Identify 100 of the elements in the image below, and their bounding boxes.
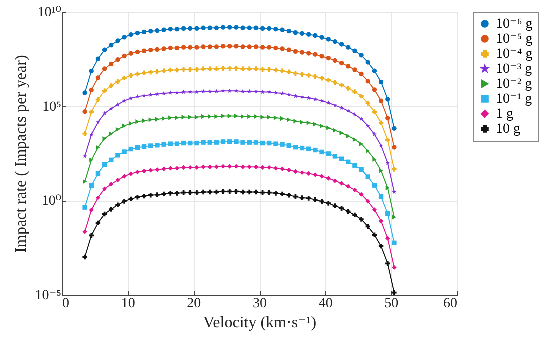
point — [181, 45, 186, 50]
point — [122, 199, 127, 204]
point — [194, 165, 200, 170]
point — [220, 25, 226, 30]
point — [300, 196, 305, 200]
point — [168, 142, 173, 146]
point — [326, 78, 331, 83]
point — [386, 160, 390, 165]
point — [82, 254, 88, 260]
point — [274, 90, 278, 95]
point — [201, 140, 206, 145]
point — [346, 184, 351, 189]
point — [109, 158, 114, 163]
point — [148, 92, 154, 97]
point — [142, 144, 147, 150]
point — [280, 46, 285, 52]
legend-label: 10 g — [496, 122, 520, 137]
point — [306, 32, 312, 37]
point — [280, 28, 285, 32]
point — [326, 126, 331, 130]
point — [392, 190, 397, 194]
point — [332, 204, 338, 208]
point — [89, 184, 94, 188]
point — [228, 140, 232, 144]
point — [128, 96, 134, 100]
y-axis-title: Impact rate ( Impacts per year) — [13, 55, 30, 253]
point — [274, 27, 278, 32]
point — [254, 140, 259, 145]
point — [214, 164, 220, 170]
point — [174, 142, 180, 146]
point — [135, 50, 140, 55]
y-tick-label: 10¹⁰ — [38, 6, 62, 20]
point — [313, 74, 318, 80]
point — [168, 46, 173, 51]
point — [366, 124, 370, 128]
point — [135, 94, 140, 99]
point — [89, 88, 94, 92]
point — [300, 170, 305, 176]
point — [89, 233, 94, 238]
point — [208, 190, 212, 195]
point — [360, 142, 364, 146]
point — [82, 230, 88, 234]
point — [168, 166, 173, 171]
point — [320, 174, 324, 179]
point — [116, 202, 120, 208]
y-tick-label: 10⁵ — [42, 100, 62, 115]
point — [168, 27, 173, 32]
point — [247, 164, 252, 170]
point — [280, 142, 285, 147]
point — [214, 26, 220, 30]
point — [116, 153, 120, 158]
point — [286, 70, 292, 74]
point — [293, 169, 298, 174]
point — [188, 165, 193, 170]
point — [274, 46, 278, 51]
point — [188, 26, 193, 32]
point — [366, 199, 370, 204]
point — [228, 189, 232, 194]
point — [220, 66, 226, 71]
point — [240, 66, 246, 72]
point — [128, 73, 134, 78]
point — [306, 196, 312, 201]
point — [194, 190, 200, 196]
point — [386, 138, 390, 143]
point — [162, 46, 166, 52]
point — [286, 193, 292, 198]
point — [386, 261, 390, 266]
point — [267, 190, 272, 196]
point — [313, 122, 318, 127]
point — [359, 116, 364, 122]
point — [267, 26, 272, 32]
point — [346, 86, 351, 91]
point — [142, 48, 147, 54]
point — [254, 89, 258, 94]
point — [240, 26, 246, 30]
point — [109, 106, 114, 111]
point — [201, 66, 206, 72]
point — [174, 46, 180, 51]
point — [366, 60, 370, 65]
point — [346, 160, 351, 164]
point — [116, 102, 120, 107]
point — [201, 164, 206, 170]
point — [372, 232, 378, 238]
point — [155, 47, 160, 52]
point — [89, 110, 94, 115]
point — [300, 94, 305, 100]
point — [280, 116, 285, 122]
x-tick-label: 10 — [121, 296, 136, 312]
point — [247, 190, 252, 195]
point — [135, 146, 140, 150]
point — [247, 66, 252, 72]
point — [260, 190, 266, 196]
point — [136, 120, 140, 124]
point — [142, 194, 147, 199]
point — [155, 28, 160, 34]
point — [240, 89, 246, 94]
point — [352, 163, 358, 168]
point — [306, 146, 312, 152]
point — [82, 110, 88, 114]
point — [332, 58, 338, 64]
